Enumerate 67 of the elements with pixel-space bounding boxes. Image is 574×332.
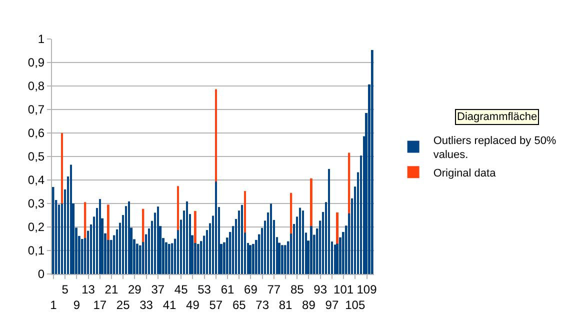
bar bbox=[197, 244, 200, 274]
x-tick-label: 101 bbox=[334, 282, 354, 296]
x-tick-label: 89 bbox=[302, 298, 316, 312]
x-tick-label: 21 bbox=[104, 282, 118, 296]
x-tick-label: 5 bbox=[62, 282, 69, 296]
bar bbox=[328, 168, 330, 274]
y-tick-label: 0,4 bbox=[28, 173, 45, 188]
x-tick-label: 53 bbox=[198, 282, 212, 296]
y-tick-label: 0,6 bbox=[28, 126, 45, 140]
y-tick-label: 0,9 bbox=[28, 56, 45, 70]
bar bbox=[281, 245, 284, 274]
bar bbox=[334, 244, 336, 274]
x-tick-label: 93 bbox=[314, 282, 328, 296]
bar bbox=[270, 204, 272, 274]
x-tick-label: 69 bbox=[244, 282, 258, 296]
x-tick-label: 13 bbox=[82, 282, 96, 296]
x-tick-label: 29 bbox=[128, 282, 142, 296]
x-tick-label: 109 bbox=[356, 282, 378, 296]
text: Diagrammfläche bbox=[457, 111, 538, 123]
bar bbox=[81, 238, 84, 274]
bar bbox=[70, 164, 72, 274]
x-tick-label: 25 bbox=[116, 298, 130, 312]
bar bbox=[157, 206, 159, 274]
y-tick-label: 0,5 bbox=[28, 150, 45, 164]
bar bbox=[302, 210, 304, 274]
x-tick-label: 105 bbox=[345, 298, 366, 312]
x-tick-label: 17 bbox=[93, 298, 107, 312]
y-tick-label: 1 bbox=[38, 32, 45, 46]
bar bbox=[52, 187, 54, 274]
bar bbox=[284, 245, 286, 274]
x-tick-label: 45 bbox=[174, 282, 188, 296]
bar bbox=[249, 245, 252, 274]
legend-label: Outliers replaced by 50% values. bbox=[433, 134, 556, 162]
x-tick-label: 9 bbox=[73, 298, 80, 312]
bar bbox=[99, 199, 101, 274]
bar bbox=[215, 182, 217, 274]
bar bbox=[310, 226, 312, 274]
x-tick-label: 33 bbox=[140, 298, 154, 312]
y-tick-label: 0,1 bbox=[28, 244, 45, 258]
x-tick-label: 61 bbox=[220, 282, 234, 296]
x-tick-label: 73 bbox=[256, 298, 270, 312]
x-tick-label: 97 bbox=[325, 298, 339, 312]
x-tick-label: 49 bbox=[186, 298, 200, 312]
x-tick-label: 81 bbox=[278, 298, 293, 312]
bar bbox=[168, 244, 170, 274]
x-tick-label: 85 bbox=[290, 282, 304, 296]
x-tick-label: 37 bbox=[151, 282, 165, 296]
y-tick-label: 0,2 bbox=[28, 220, 45, 234]
bar bbox=[128, 201, 130, 274]
x-tick-label: 65 bbox=[232, 298, 246, 312]
bar bbox=[371, 50, 374, 274]
x-tick-label: 77 bbox=[267, 282, 281, 296]
x-tick-label: 41 bbox=[162, 298, 176, 312]
x-tick-label: 1 bbox=[50, 298, 58, 312]
x-tick-label: 57 bbox=[209, 298, 223, 312]
y-tick-label: 0,8 bbox=[28, 79, 45, 94]
y-tick-label: 0 bbox=[38, 267, 45, 282]
y-tick-label: 0,3 bbox=[28, 196, 45, 211]
legend-label: Original data bbox=[433, 167, 497, 180]
y-tick-label: 0,7 bbox=[28, 102, 45, 117]
bar bbox=[139, 245, 142, 274]
bar bbox=[241, 204, 243, 274]
bar bbox=[252, 244, 254, 274]
bar bbox=[171, 243, 174, 274]
bar bbox=[186, 201, 188, 274]
bar bbox=[165, 242, 168, 274]
bar bbox=[299, 208, 301, 274]
